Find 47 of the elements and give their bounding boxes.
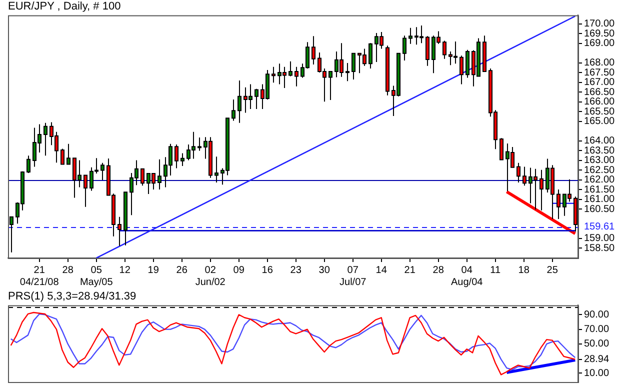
- y-tick-label: 50.00: [584, 338, 610, 350]
- y-tick-label: 167.50: [584, 67, 616, 78]
- y-tick-label: 163.50: [584, 145, 616, 156]
- x-tick-label: 05 May/05: [80, 264, 114, 288]
- y-tick-label: 166.00: [584, 96, 616, 108]
- x-tick-label: 16: [262, 264, 274, 276]
- x-tick-label: 09: [233, 264, 245, 276]
- x-tick-label: 19: [148, 264, 160, 276]
- x-tick-label: 14: [376, 264, 388, 276]
- x-tick-label: 26: [176, 264, 188, 276]
- x-tick-label: 23: [290, 264, 302, 276]
- y-tick-label: 162.00: [584, 174, 616, 186]
- y-tick-label: 162.50: [584, 164, 616, 176]
- y-tick-label: 169.50: [584, 28, 616, 40]
- x-tick-label: 21 04/21/08: [20, 264, 60, 288]
- ref-line-label: 159.61: [584, 221, 616, 232]
- y-tick-label: 164.00: [584, 136, 616, 147]
- x-tick-label: 04 Aug/04: [451, 264, 484, 288]
- y-tick-label: 163.00: [584, 155, 616, 166]
- y-tick-label: 165.00: [584, 116, 616, 128]
- y-tick-label: 28.94: [584, 354, 610, 366]
- x-tick-label: 11: [490, 264, 501, 276]
- y-tick-label: 70.00: [584, 324, 610, 336]
- x-tick-label: 02 Jun/02: [195, 264, 226, 288]
- x-tick-label: 30: [318, 264, 330, 276]
- x-tick-label: 28: [432, 264, 444, 276]
- chart-title: PRS(1) 5,3,3=28.94/31.39: [8, 290, 136, 303]
- x-tick-label: 21: [404, 264, 416, 276]
- y-tick-label: 159.00: [584, 233, 616, 244]
- y-tick-label: 161.50: [584, 184, 616, 196]
- y-tick-label: 166.50: [584, 86, 616, 98]
- x-tick-label: 28: [62, 264, 74, 276]
- y-tick-label: 168.00: [584, 58, 616, 69]
- y-tick-label: 160.50: [584, 204, 616, 215]
- y-tick-label: 167.00: [584, 77, 616, 88]
- chart-title: EUR/JPY , Daily, # 100: [8, 0, 121, 13]
- x-tick-label: 18: [518, 264, 530, 276]
- y-tick-label: 90.00: [584, 309, 610, 320]
- y-tick-label: 158.50: [584, 243, 616, 254]
- y-tick-label: 170.00: [584, 18, 616, 30]
- x-tick-label: 07 Jul/07: [340, 264, 367, 288]
- y-tick-label: 161.00: [584, 194, 616, 206]
- x-tick-label: 25: [546, 264, 558, 276]
- y-tick-label: 169.00: [584, 38, 616, 50]
- x-tick-label: 12: [119, 264, 131, 276]
- y-tick-label: 10.00: [584, 368, 610, 379]
- y-tick-label: 165.50: [584, 106, 616, 118]
